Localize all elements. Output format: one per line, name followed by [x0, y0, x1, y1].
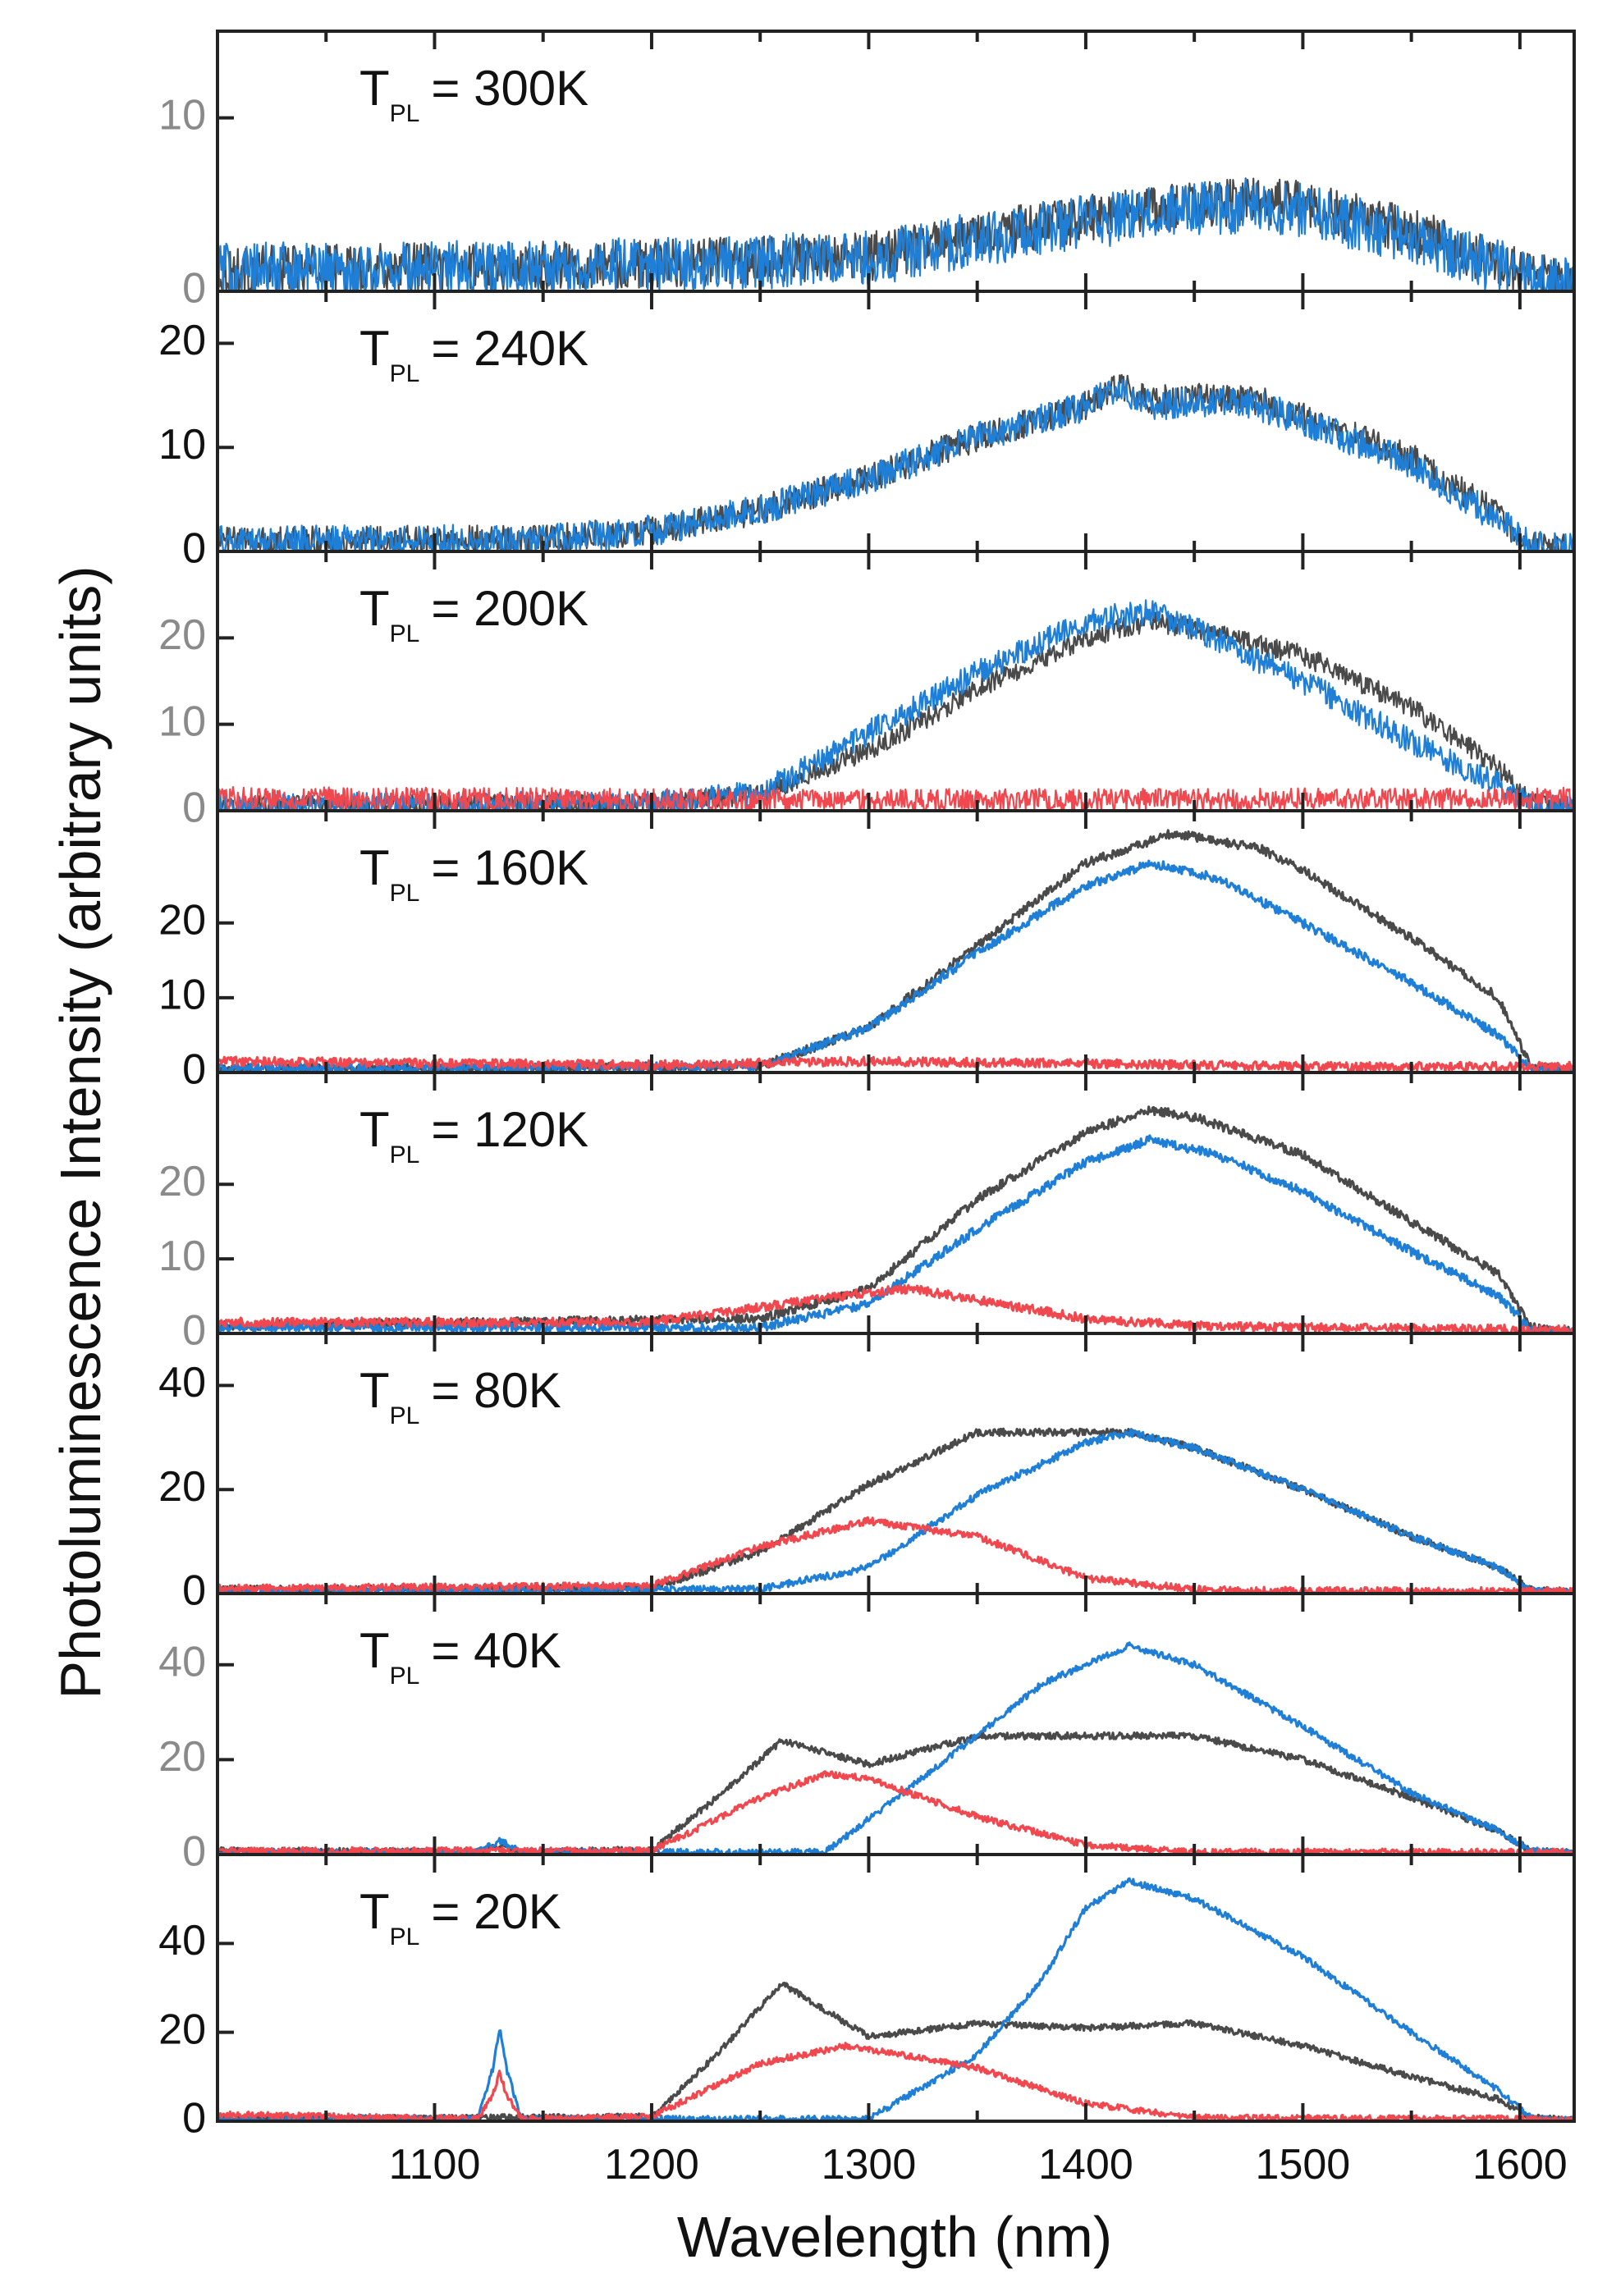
x-axis-label: Wavelength (nm)	[677, 2205, 1112, 2269]
x-tick-label: 1600	[1472, 2141, 1568, 2189]
panel-4: 0 10 20 TPL = 120K	[158, 1071, 1576, 1355]
y-tick-label: 10	[158, 421, 206, 469]
y-tick-label: 0	[182, 1567, 206, 1615]
series-red	[217, 2042, 1574, 2121]
y-tick-label: 10	[158, 972, 206, 1019]
y-tick-label: 20	[158, 1158, 206, 1205]
y-tick-label: 20	[158, 1733, 206, 1781]
series-red	[217, 1516, 1574, 1594]
panels-layer: 0 10 TPL = 300K 0 10 20 TPL = 240K 0 10 20 TPL = 200K…	[158, 30, 1576, 2143]
y-tick-label: 10	[158, 697, 206, 745]
panel-5: 0 20 40 TPL = 80K	[158, 1332, 1576, 1615]
series-blue	[217, 859, 1574, 1073]
series-blue	[217, 1134, 1574, 1333]
y-tick-label: 10	[158, 91, 206, 139]
panel-frame	[216, 1592, 1576, 1856]
panel-frame	[216, 290, 1576, 553]
panel-2: 0 10 20 TPL = 200K	[158, 550, 1576, 832]
y-tick-label: 40	[158, 1917, 206, 1964]
series-blue	[217, 1877, 1574, 2121]
series-group	[217, 1427, 1574, 1594]
y-tick-label: 0	[182, 2095, 206, 2143]
series-blue	[217, 378, 1574, 551]
panel-label: TPL = 40K	[359, 1623, 561, 1690]
y-tick-label: 0	[182, 784, 206, 832]
y-tick-label: 0	[182, 1307, 206, 1355]
panel-frame	[216, 809, 1576, 1074]
series-group	[217, 1105, 1574, 1333]
panel-label: TPL = 200K	[359, 581, 588, 647]
y-tick-label: 20	[158, 2006, 206, 2053]
series-group	[217, 599, 1574, 811]
panel-label: TPL = 160K	[359, 840, 588, 907]
panel-label: TPL = 20K	[359, 1884, 561, 1951]
x-axis: 1100 1200 1300 1400 1500 1600	[389, 2141, 1568, 2189]
panel-label: TPL = 300K	[359, 61, 588, 127]
y-tick-label: 40	[158, 1359, 206, 1406]
x-tick-label: 1500	[1256, 2141, 1351, 2189]
x-tick-label: 1100	[389, 2141, 481, 2189]
panel-6: 0 20 40 TPL = 40K	[158, 1592, 1576, 1876]
panel-7: 0 20 40 TPL = 20K	[158, 1853, 1576, 2143]
panel-0: 0 10 TPL = 300K	[158, 30, 1576, 313]
y-axis-label: Photoluminescence Intensity (arbitrary u…	[48, 565, 112, 1699]
panel-frame	[216, 1071, 1576, 1335]
panel-frame	[216, 1853, 1576, 2123]
panel-1: 0 10 20 TPL = 240K	[158, 290, 1576, 573]
y-tick-label: 20	[158, 896, 206, 944]
series-group	[217, 1877, 1574, 2121]
y-tick-label: 20	[158, 1463, 206, 1511]
panel-frame	[216, 1332, 1576, 1595]
series-group	[217, 373, 1574, 551]
y-tick-label: 0	[182, 265, 206, 313]
y-tick-label: 20	[158, 611, 206, 659]
series-blue	[217, 1428, 1574, 1594]
series-red	[217, 1055, 1574, 1073]
series-black	[217, 1731, 1574, 1855]
panel-label: TPL = 240K	[359, 321, 588, 387]
y-tick-label: 20	[158, 317, 206, 364]
series-red	[217, 786, 1574, 811]
panel-3: 0 10 20 TPL = 160K	[158, 809, 1576, 1094]
series-black	[217, 1427, 1574, 1594]
series-black	[217, 1105, 1574, 1333]
series-blue	[217, 599, 1574, 811]
series-blue	[217, 1641, 1574, 1855]
x-tick-label: 1400	[1038, 2141, 1133, 2189]
series-blue	[217, 178, 1574, 291]
x-tick-label: 1300	[822, 2141, 917, 2189]
y-tick-label: 0	[182, 1046, 206, 1094]
y-tick-label: 40	[158, 1638, 206, 1685]
series-red	[217, 1283, 1574, 1333]
y-tick-label: 10	[158, 1233, 206, 1280]
series-group	[217, 1641, 1574, 1855]
y-tick-label: 0	[182, 1828, 206, 1876]
series-group	[217, 829, 1574, 1073]
panel-label: TPL = 80K	[359, 1363, 561, 1429]
series-group	[217, 177, 1574, 291]
x-tick-label: 1200	[604, 2141, 699, 2189]
y-tick-label: 0	[182, 525, 206, 573]
series-black	[217, 829, 1574, 1073]
panel-label: TPL = 120K	[359, 1102, 588, 1169]
